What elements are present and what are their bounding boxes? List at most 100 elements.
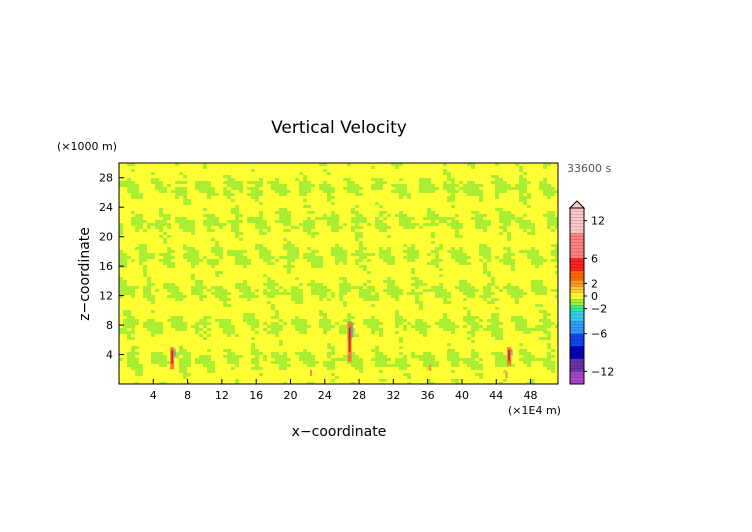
pattern-cell: [523, 223, 527, 226]
pattern-cell: [351, 187, 355, 190]
pattern-cell: [147, 226, 151, 229]
pattern-cell: [235, 229, 239, 232]
pattern-cell: [479, 190, 483, 193]
pattern-cell: [219, 250, 223, 253]
pattern-cell: [231, 250, 235, 253]
pattern-cell: [439, 295, 443, 298]
pattern-cell: [295, 292, 299, 295]
pattern-cell: [319, 322, 323, 325]
pattern-cell: [355, 286, 359, 289]
pattern-cell: [363, 247, 367, 250]
pattern-cell: [431, 241, 435, 244]
colorbar-band: [570, 223, 584, 228]
pattern-cell: [451, 364, 455, 367]
pattern-cell: [343, 223, 347, 226]
pattern-cell: [227, 334, 231, 337]
pattern-cell: [239, 184, 243, 187]
pattern-cell: [131, 328, 135, 331]
pattern-cell: [459, 247, 463, 250]
pattern-cell: [251, 196, 255, 199]
pattern-cell: [351, 184, 355, 187]
pattern-cell: [435, 262, 439, 265]
pattern-cell: [155, 322, 159, 325]
pattern-cell: [487, 274, 491, 277]
pattern-cell: [167, 361, 171, 364]
pattern-cell: [475, 328, 479, 331]
pattern-cell: [487, 292, 491, 295]
pattern-cell: [255, 367, 259, 370]
pattern-cell: [135, 196, 139, 199]
pattern-cell: [547, 220, 551, 223]
pattern-cell: [383, 250, 387, 253]
pattern-cell: [459, 187, 463, 190]
pattern-cell: [547, 193, 551, 196]
pattern-cell: [219, 256, 223, 259]
pattern-cell: [119, 226, 123, 229]
pattern-cell: [303, 175, 307, 178]
pattern-cell: [535, 328, 539, 331]
pattern-cell: [495, 208, 499, 211]
pattern-cell: [495, 325, 499, 328]
pattern-cell: [467, 337, 471, 340]
pattern-cell: [171, 322, 175, 325]
pattern-cell: [527, 352, 531, 355]
pattern-cell: [183, 193, 187, 196]
pattern-cell: [151, 361, 155, 364]
pattern-cell: [259, 178, 263, 181]
pattern-cell: [479, 226, 483, 229]
pattern-cell: [399, 346, 403, 349]
pattern-cell: [327, 193, 331, 196]
pattern-cell: [471, 190, 475, 193]
pattern-cell: [319, 217, 323, 220]
pattern-cell: [519, 166, 523, 169]
pattern-cell: [547, 325, 551, 328]
pattern-cell: [247, 295, 251, 298]
pattern-cell: [175, 163, 179, 166]
pattern-cell: [519, 178, 523, 181]
pattern-cell: [463, 187, 467, 190]
pattern-cell: [503, 358, 507, 361]
pattern-cell: [215, 253, 219, 256]
pattern-cell: [151, 331, 155, 334]
pattern-cell: [159, 253, 163, 256]
pattern-cell: [179, 367, 183, 370]
pattern-cell: [131, 217, 135, 220]
pattern-cell: [471, 319, 475, 322]
pattern-cell: [555, 289, 558, 292]
pattern-cell: [123, 289, 127, 292]
pattern-cell: [311, 382, 315, 384]
pattern-cell: [419, 358, 423, 361]
pattern-cell: [319, 262, 323, 265]
pattern-cell: [203, 166, 207, 169]
pattern-cell: [547, 217, 551, 220]
pattern-cell: [435, 322, 439, 325]
pattern-cell: [183, 355, 187, 358]
pattern-cell: [491, 319, 495, 322]
pattern-cell: [283, 211, 287, 214]
pattern-cell: [251, 193, 255, 196]
pattern-cell: [507, 211, 511, 214]
pattern-cell: [511, 214, 515, 217]
pattern-cell: [479, 364, 483, 367]
pattern-cell: [379, 214, 383, 217]
pattern-cell: [151, 334, 155, 337]
pattern-cell: [151, 325, 155, 328]
pattern-cell: [335, 247, 339, 250]
pattern-cell: [231, 229, 235, 232]
pattern-cell: [387, 286, 391, 289]
pattern-cell: [503, 187, 507, 190]
pattern-cell: [323, 319, 327, 322]
pattern-cell: [211, 286, 215, 289]
pattern-cell: [463, 316, 467, 319]
pattern-cell: [299, 184, 303, 187]
pattern-cell: [459, 259, 463, 262]
pattern-cell: [435, 286, 439, 289]
pattern-cell: [127, 316, 131, 319]
pattern-cell: [247, 181, 251, 184]
pattern-cell: [327, 190, 331, 193]
pattern-cell: [295, 226, 299, 229]
pattern-cell: [207, 214, 211, 217]
pattern-cell: [335, 214, 339, 217]
pattern-cell: [495, 178, 499, 181]
pattern-cell: [199, 259, 203, 262]
